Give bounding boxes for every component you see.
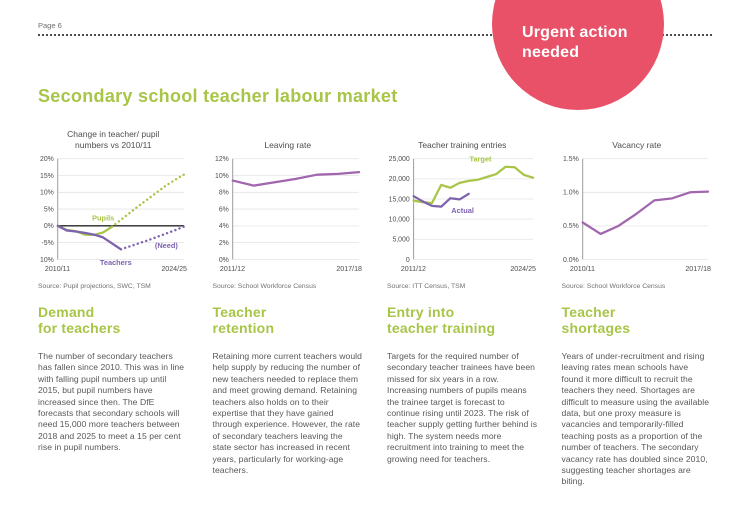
section-heading: Teacher retention (212, 304, 275, 336)
section-body: Targets for the required number of secon… (387, 351, 538, 464)
svg-text:10%: 10% (40, 190, 54, 197)
chart-training-entries: Teacher training entries 25,000 20,000 15,… (387, 126, 538, 291)
svg-text:10%: 10% (214, 173, 228, 180)
charts-row: Change in teacher/ pupil numbers vs 2010… (38, 126, 712, 290)
svg-text:Pupils: Pupils (92, 213, 114, 222)
line-chart: 12% 10% 8% 6% 4% 2% 0%2011/12 2017/18 (214, 156, 362, 273)
page-title: Secondary school teacher labour market (38, 86, 398, 106)
section-heading: Teacher shortages (561, 304, 631, 336)
svg-text:0: 0 (406, 257, 410, 264)
svg-text:Actual: Actual (451, 206, 474, 215)
svg-text:6%: 6% (218, 206, 228, 213)
svg-text:10%: 10% (40, 257, 54, 264)
svg-text:Teachers: Teachers (100, 258, 132, 267)
chart-title: Change in teacher/ pupil numbers vs 2010… (67, 129, 160, 150)
line-chart: 20%15%10%5%0%-5%10%2010/11 2024/25PupilsT… (40, 156, 187, 273)
svg-text:1.5%: 1.5% (563, 156, 579, 163)
chart-source: Source: School Workforce Census (212, 283, 317, 290)
svg-text:-5%: -5% (42, 240, 54, 247)
svg-text:1.0%: 1.0% (563, 190, 579, 197)
section-teacher-retention: Teacher retention Retaining more current… (213, 304, 364, 488)
line-chart: 1.5% 1.0% 0.5% 0.0%2010/11 2017/18 (563, 156, 711, 273)
svg-text:2011/12: 2011/12 (401, 265, 426, 273)
svg-text:2017/18: 2017/18 (685, 265, 711, 273)
svg-text:2024/25: 2024/25 (510, 265, 536, 273)
chart-source: Source: School Workforce Census (561, 283, 666, 290)
section-body: The number of secondary teachers has fal… (38, 351, 185, 453)
section-entry-teacher-training: Entry into teacher training Targets for … (387, 304, 538, 488)
svg-text:0.0%: 0.0% (563, 257, 579, 264)
svg-text:5%: 5% (44, 206, 54, 213)
dotted-rule (38, 34, 712, 36)
svg-text:8%: 8% (218, 190, 228, 197)
svg-text:2%: 2% (218, 240, 228, 247)
svg-text:(Need): (Need) (155, 241, 179, 250)
section-body: Retaining more current teachers would he… (212, 351, 362, 476)
chart-title: Teacher training entries (418, 139, 507, 150)
svg-text:Target: Target (469, 155, 492, 164)
svg-text:2011/12: 2011/12 (219, 265, 244, 273)
svg-text:10,000: 10,000 (389, 217, 410, 224)
svg-text:0%: 0% (44, 223, 54, 230)
svg-text:2010/11: 2010/11 (45, 265, 70, 273)
chart-leaving-rate: Leaving rate 12% 10% 8% 6% 4% 2% 0% 2011/12 2017… (212, 126, 364, 291)
svg-text:15%: 15% (40, 173, 54, 180)
svg-text:2017/18: 2017/18 (336, 265, 362, 273)
urgent-action-badge: Urgent action needed (492, 0, 664, 110)
svg-text:0%: 0% (218, 257, 228, 264)
section-heading: Entry into teacher training (387, 304, 496, 336)
section-heading: Demand for teachers (38, 304, 121, 336)
chart-vacancy-rate: Vacancy rate 1.5% 1.0% 0.5% 0.0% 2010/11 2017… (561, 126, 713, 291)
section-demand-for-teachers: Demand for teachers The number of second… (38, 304, 189, 488)
chart-title: Vacancy rate (612, 139, 662, 150)
chart-title: Leaving rate (264, 139, 312, 150)
svg-text:4%: 4% (218, 223, 228, 230)
svg-text:2024/25: 2024/25 (161, 265, 187, 273)
chart-teacher-pupil-change: Change in teacher/ pupil numbers vs 2010… (38, 126, 189, 290)
sections-row: Demand for teachers The number of second… (38, 304, 712, 488)
svg-text:12%: 12% (214, 156, 228, 163)
svg-text:2010/11: 2010/11 (569, 265, 594, 273)
svg-text:25,000: 25,000 (389, 156, 410, 163)
svg-text:20,000: 20,000 (389, 176, 410, 183)
section-body: Years of under-recruitment and rising le… (561, 351, 710, 487)
svg-text:20%: 20% (40, 156, 54, 163)
urgent-action-badge-label: Urgent action needed (522, 24, 628, 61)
section-teacher-shortages: Teacher shortages Years of under-recruit… (562, 304, 713, 488)
chart-source: Source: Pupil projections, SWC, TSM (38, 283, 151, 290)
chart-source: Source: ITT Census, TSM (387, 283, 466, 290)
svg-text:0.5%: 0.5% (563, 223, 579, 230)
page-number: Page 6 (38, 21, 62, 30)
svg-text:15,000: 15,000 (389, 196, 410, 203)
svg-text:5,000: 5,000 (392, 237, 409, 244)
